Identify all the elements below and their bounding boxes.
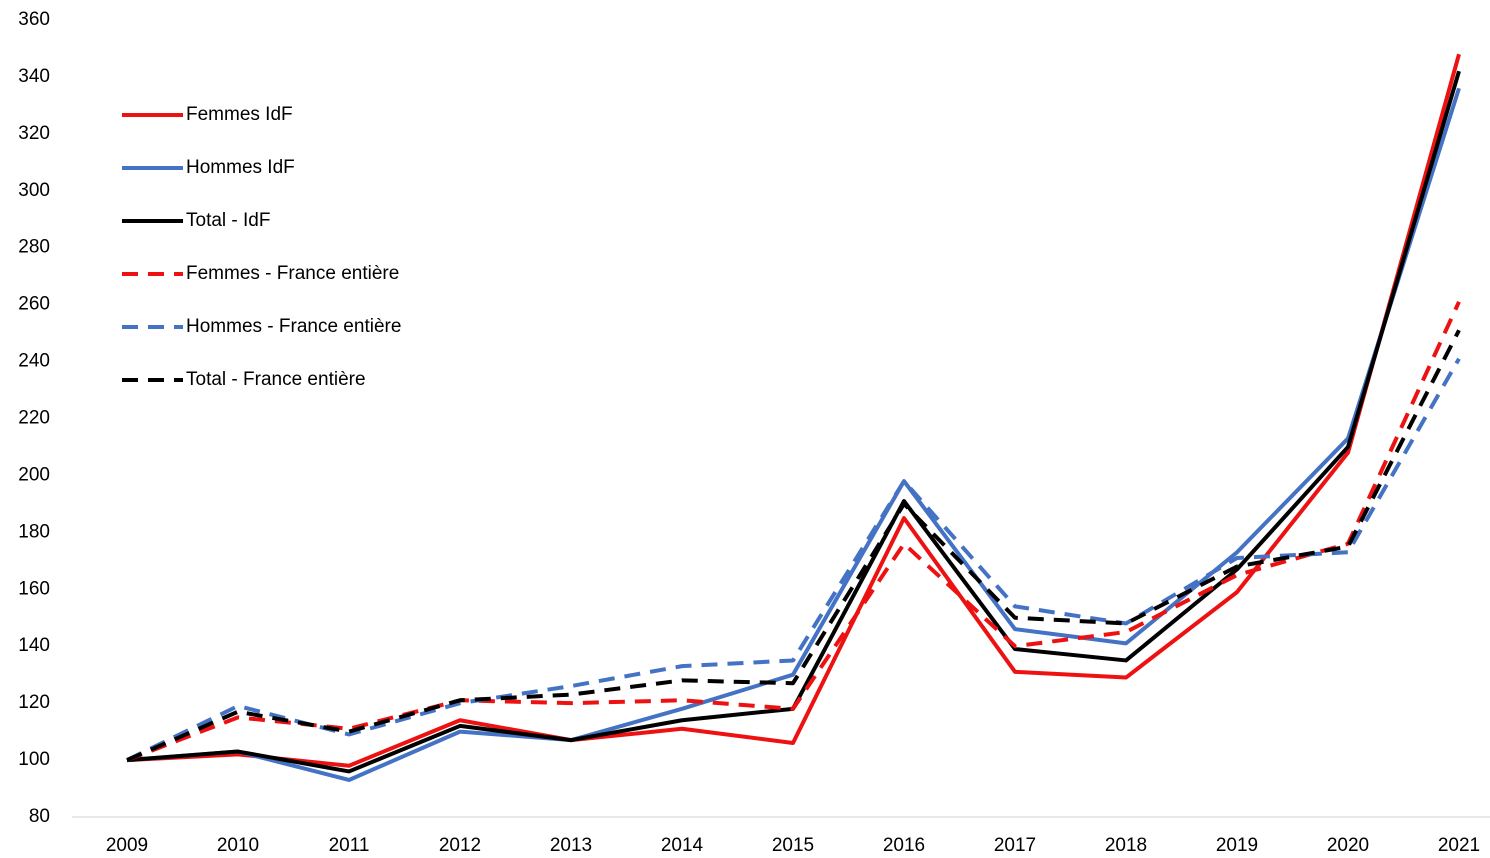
legend-label: Femmes - France entière [186,263,399,284]
series-line [126,329,1461,762]
x-tick-label: 2011 [329,835,370,856]
y-tick-label: 120 [18,692,50,713]
x-tick-label: 2020 [1327,835,1369,856]
x-tick-label: 2012 [439,835,481,856]
series-line [126,300,1461,762]
series-line [126,53,1461,768]
series-line [126,357,1461,762]
y-tick-label: 320 [18,123,50,144]
y-tick-label: 80 [29,806,50,827]
y-tick-label: 240 [18,351,50,372]
x-tick-label: 2015 [772,835,814,856]
x-tick-label: 2019 [1216,835,1258,856]
y-tick-label: 100 [18,749,50,770]
series-line [126,87,1461,782]
legend-label: Femmes IdF [186,104,293,125]
x-tick-label: 2010 [217,835,259,856]
y-tick-label: 140 [18,635,50,656]
x-tick-label: 2009 [106,835,148,856]
x-tick-label: 2014 [661,835,704,856]
legend-label: Hommes IdF [186,157,295,178]
y-tick-label: 300 [18,180,50,201]
y-tick-label: 220 [18,408,50,429]
legend-label: Total - France entière [186,369,366,390]
series-line [126,70,1461,774]
y-tick-label: 180 [18,521,50,542]
y-tick-label: 160 [18,578,50,599]
legend-label: Hommes - France entière [186,316,401,337]
x-tick-label: 2018 [1105,835,1147,856]
y-tick-label: 360 [18,9,50,30]
x-tick-label: 2017 [994,835,1036,856]
y-tick-label: 340 [18,66,50,87]
y-tick-label: 260 [18,294,50,315]
x-tick-label: 2013 [550,835,592,856]
legend-label: Total - IdF [186,210,270,231]
y-tick-label: 200 [18,464,50,485]
x-tick-label: 2021 [1438,835,1480,856]
y-tick-label: 280 [18,237,50,258]
x-tick-label: 2016 [883,835,925,856]
